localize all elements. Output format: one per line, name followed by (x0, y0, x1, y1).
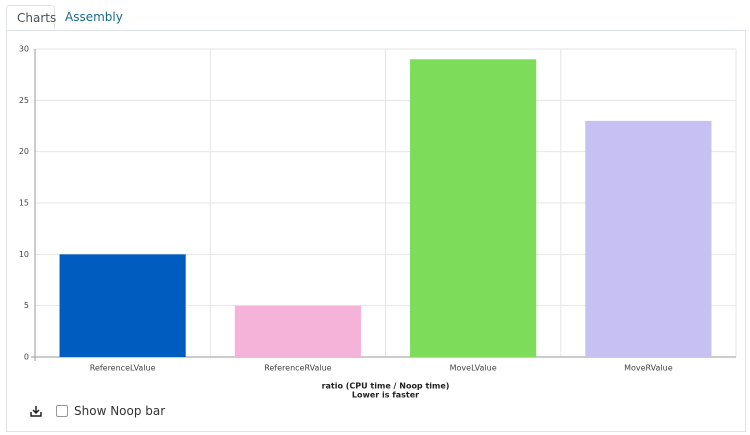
x-axis-title: Lower is faster (352, 391, 419, 400)
y-tick-label: 30 (19, 45, 29, 54)
bar (234, 305, 361, 357)
bar (59, 254, 186, 357)
bar (410, 59, 537, 358)
checkbox[interactable] (56, 405, 68, 417)
y-tick-label: 5 (24, 301, 29, 310)
y-tick-label: 15 (19, 199, 29, 208)
y-tick-label: 25 (19, 96, 29, 105)
download-icon[interactable] (30, 405, 42, 417)
panel (6, 30, 746, 432)
checkbox-label[interactable]: Show Noop bar (74, 404, 166, 418)
x-tick-label: ReferenceLValue (90, 364, 156, 373)
bar (585, 120, 712, 357)
controls: Show Noop bar (30, 404, 165, 418)
x-axis-title: ratio (CPU time / Noop time) (322, 382, 450, 391)
y-tick-label: 0 (24, 353, 29, 362)
y-tick-label: 20 (19, 147, 29, 156)
x-tick-label: MoveLValue (450, 364, 497, 373)
tab[interactable]: Assembly (65, 10, 123, 24)
tab[interactable]: Charts (6, 5, 56, 30)
y-tick-label: 10 (19, 250, 29, 259)
x-tick-label: ReferenceRValue (264, 364, 331, 373)
x-tick-label: MoveRValue (624, 364, 673, 373)
